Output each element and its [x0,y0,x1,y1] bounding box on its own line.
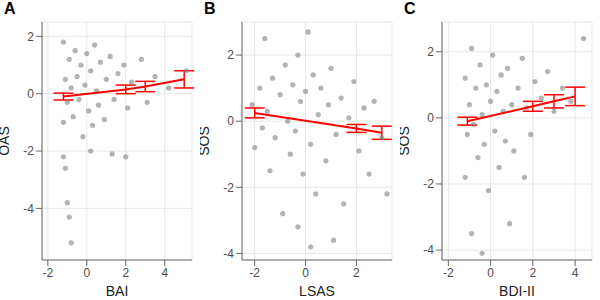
svg-text:-2: -2 [423,177,434,191]
svg-text:-4: -4 [223,247,234,261]
svg-text:-2: -2 [223,181,234,195]
svg-text:2: 2 [227,48,234,62]
svg-text:SOS: SOS [200,126,212,156]
svg-text:2: 2 [27,30,34,44]
html-text:B: B [204,0,216,17]
svg-text:-2: -2 [23,144,34,158]
svg-text:4: 4 [572,266,579,280]
html-text:C: C [404,0,416,17]
svg-text:2: 2 [427,45,434,59]
html-text:A: A [4,0,16,17]
svg-text:-2: -2 [249,266,260,280]
svg-text:-2: -2 [43,266,54,280]
svg-text:LSAS: LSAS [299,283,335,299]
svg-text:SOS: SOS [400,126,412,156]
svg-text:-2: -2 [443,266,454,280]
svg-text:OAS: OAS [8,126,12,156]
svg-text:0: 0 [427,111,434,125]
svg-text:BAI: BAI [106,283,129,299]
svg-text:2: 2 [353,266,360,280]
svg-text:2: 2 [530,266,537,280]
svg-text:-4: -4 [423,243,434,257]
svg-text:-4: -4 [23,202,34,216]
svg-text:0: 0 [83,266,90,280]
svg-text:0: 0 [27,87,34,101]
svg-text:4: 4 [161,266,168,280]
svg-text:0: 0 [302,266,309,280]
svg-text:BDI-II: BDI-II [499,283,535,299]
svg-text:2: 2 [122,266,129,280]
svg-text:0: 0 [487,266,494,280]
svg-text:0: 0 [227,114,234,128]
